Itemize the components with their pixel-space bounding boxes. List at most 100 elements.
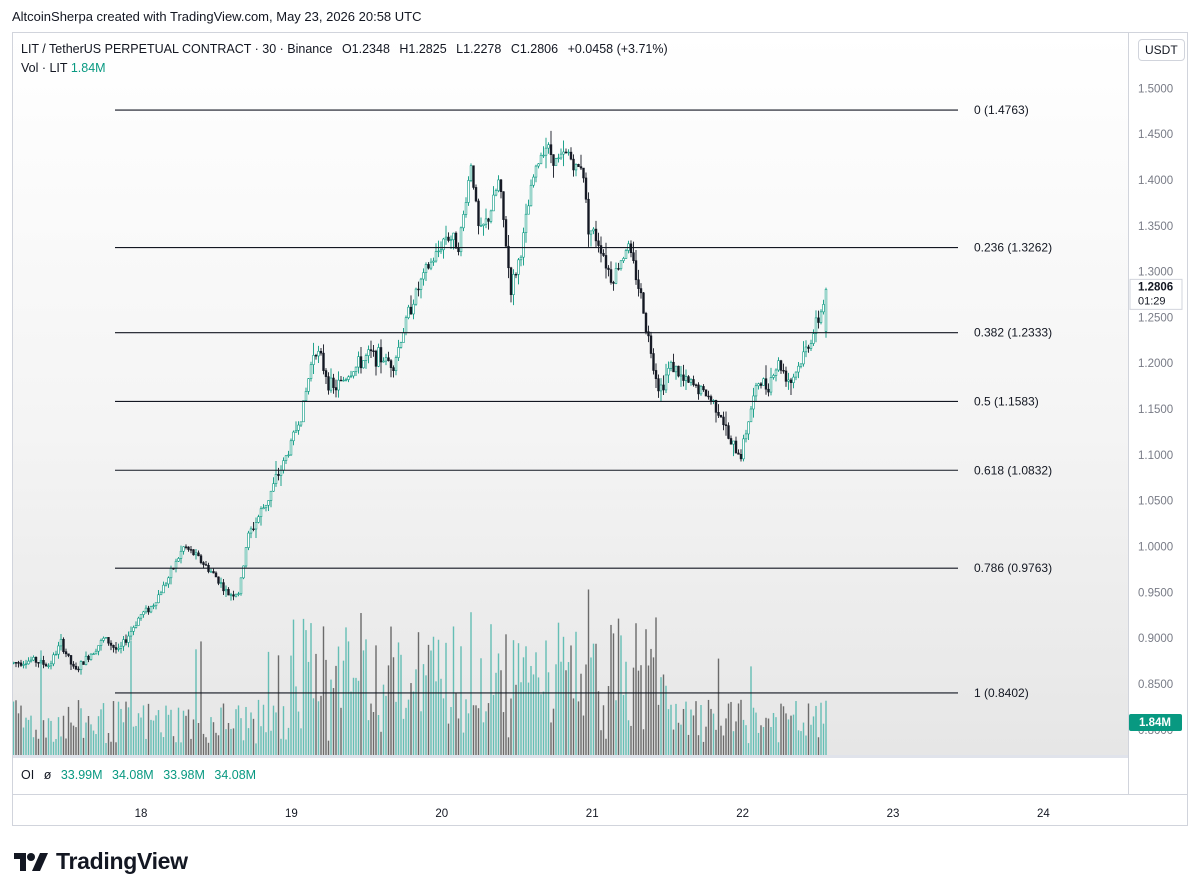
volume-bar	[315, 653, 317, 755]
candle-body	[309, 364, 313, 379]
candle-body	[724, 424, 728, 426]
candle-body	[674, 365, 678, 373]
candle-body	[337, 379, 340, 391]
volume-bar	[62, 715, 65, 755]
volume-bar	[222, 703, 225, 755]
volume-bar	[232, 728, 235, 755]
currency-button[interactable]: USDT	[1138, 39, 1185, 61]
volume-bar	[510, 698, 512, 755]
volume-bar	[417, 632, 420, 755]
candle-body	[89, 653, 93, 660]
candle-body	[297, 424, 300, 431]
candle-body	[539, 154, 543, 165]
candle-body	[264, 504, 268, 509]
volume-bar	[377, 715, 380, 755]
chart-caption: AltcoinSherpa created with TradingView.c…	[12, 9, 422, 24]
volume-bar	[75, 727, 77, 755]
volume-bar	[497, 653, 500, 755]
volume-bar	[800, 731, 802, 755]
candle-body	[569, 151, 573, 160]
candle-body	[234, 593, 238, 597]
candle-body	[412, 303, 415, 315]
symbol-title[interactable]: LIT / TetherUS PERPETUAL CONTRACT · 30 ·…	[21, 42, 333, 56]
fib-level-label: 0 (1.4763)	[974, 103, 1029, 117]
volume-bar	[655, 617, 657, 755]
price-axis[interactable]	[1128, 33, 1187, 794]
candle-body	[304, 391, 308, 401]
candle-body	[212, 571, 215, 574]
legend-change: +0.0458 (+3.71%)	[567, 42, 668, 56]
price-tick-label: 1.3500	[1138, 221, 1173, 233]
candle-body	[477, 200, 480, 226]
candle-body	[547, 144, 550, 149]
volume-bar	[787, 719, 790, 755]
candle-body	[137, 617, 140, 626]
chart-frame: 1.5000 1.4500 1.4000 1.3500 1.3000 1.2500 1.20…	[12, 32, 1188, 826]
volume-bar	[820, 702, 822, 755]
volume-bar	[275, 712, 277, 755]
candle-body	[129, 631, 133, 637]
volume-bar	[402, 718, 405, 755]
time-axis[interactable]	[13, 794, 1187, 825]
volume-bar	[695, 701, 697, 755]
volume-bar	[177, 707, 180, 755]
volume-bar	[367, 720, 370, 755]
candle-body	[592, 228, 595, 232]
candle-body	[312, 355, 315, 365]
volume-bar	[360, 613, 362, 755]
candle-body	[372, 350, 375, 352]
oi-symbol: ø	[43, 768, 52, 782]
volume-bar	[457, 718, 460, 755]
open-interest-pane[interactable]	[13, 758, 1128, 794]
candle-body	[382, 360, 385, 363]
candle-body	[127, 635, 130, 643]
volume-bar	[330, 679, 332, 755]
volume-bar	[85, 722, 87, 755]
volume-bar	[767, 718, 770, 755]
volume-bar	[152, 720, 155, 755]
tradingview-brand[interactable]: TradingView	[14, 848, 188, 875]
volume-bar	[742, 719, 745, 755]
candle-body	[554, 158, 558, 166]
volume-bar	[300, 728, 302, 755]
candle-body	[614, 268, 618, 284]
volume-bar	[730, 701, 732, 755]
candle-body	[704, 389, 708, 397]
candle-body	[339, 379, 343, 382]
volume-bar	[592, 643, 595, 755]
candle-body	[402, 332, 405, 343]
candle-body	[262, 507, 265, 510]
volume-label[interactable]: Vol · LIT	[21, 61, 68, 75]
oi-label[interactable]: OI	[21, 768, 35, 782]
candle-body	[442, 238, 445, 251]
volume-bar	[485, 711, 487, 755]
volume-bar	[20, 705, 22, 755]
volume-bar	[77, 700, 80, 755]
candle-body	[744, 433, 748, 440]
candle-body	[112, 645, 115, 648]
volume-bar	[302, 618, 305, 755]
fib-level-label: 0.618 (1.0832)	[974, 463, 1052, 477]
volume-badge-text: 1.84M	[1139, 717, 1171, 729]
volume-bar	[32, 737, 35, 755]
pane-separator[interactable]	[13, 755, 1187, 758]
volume-bar	[310, 623, 312, 755]
candle-body	[459, 227, 463, 253]
candle-body	[567, 151, 570, 154]
candle-body	[282, 460, 285, 471]
volume-bar	[465, 699, 467, 755]
candle-body	[669, 361, 673, 369]
volume-bar	[515, 684, 517, 755]
price-tick-label: 0.9000	[1138, 633, 1173, 645]
volume-bar	[230, 728, 232, 755]
candle-body	[154, 602, 158, 607]
candle-body	[42, 660, 45, 665]
volume-bar	[132, 726, 135, 755]
candle-body	[414, 288, 418, 305]
volume-bar	[650, 648, 652, 755]
volume-bar	[387, 665, 390, 755]
candle-body	[64, 651, 68, 655]
candle-body	[179, 550, 183, 559]
candle-body	[664, 374, 668, 391]
time-tick-label: 22	[736, 808, 749, 820]
